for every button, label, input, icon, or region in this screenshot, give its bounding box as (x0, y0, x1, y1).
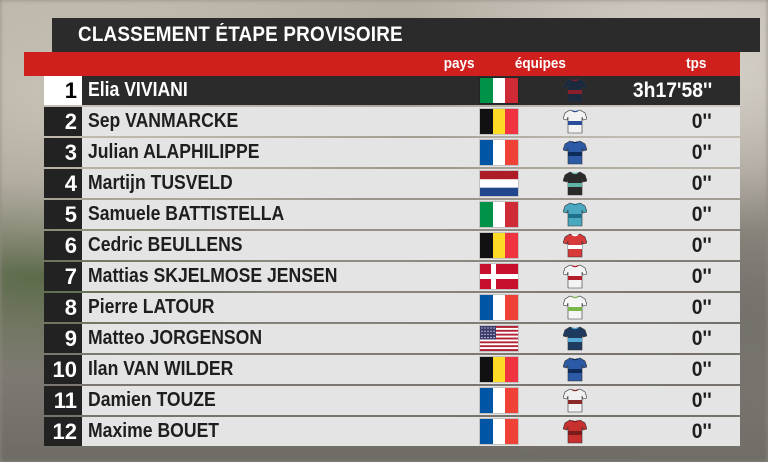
standings-row: 4 Martijn TUSVELD 0'' (44, 169, 740, 198)
standings-row: 1 Elia VIVIANI 3h17'58'' (44, 76, 740, 105)
rank-number: 7 (44, 262, 82, 291)
rider-time: 0'' (692, 326, 712, 350)
rank-number: 1 (44, 76, 82, 105)
rank-number: 11 (44, 386, 82, 415)
rider-cell: Pierre LATOUR 0'' (82, 293, 740, 322)
standings-row: 7 Mattias SKJELMOSE JENSEN 0'' (44, 262, 740, 291)
standings-row: 9 Matteo JORGENSON 0'' (44, 324, 740, 353)
rider-time: 0'' (692, 171, 712, 195)
rider-time: 0'' (692, 419, 712, 443)
rider-cell: Samuele BATTISTELLA 0'' (82, 200, 740, 229)
rider-cell: Damien TOUZE 0'' (82, 386, 740, 415)
rider-name: Pierre LATOUR (88, 296, 215, 318)
italy-flag-icon (480, 78, 518, 103)
lotto-jersey-icon (562, 233, 588, 258)
column-header-equipes: équipes (514, 55, 566, 72)
movistar-jersey-icon (562, 326, 588, 351)
rider-name: Cedric BEULLENS (88, 234, 243, 256)
rider-cell: Ilan VAN WILDER 0'' (82, 355, 740, 384)
arkea-jersey-icon (562, 419, 588, 444)
column-header-bar: pays équipes tps (24, 52, 740, 76)
rank-number: 2 (44, 107, 82, 136)
ag2r-jersey-icon (562, 388, 588, 413)
rider-name: Sep VANMARCKE (88, 110, 239, 132)
rider-name: Ilan VAN WILDER (88, 358, 234, 380)
column-header-tps: tps (686, 55, 707, 72)
rider-name: Maxime BOUET (88, 420, 220, 442)
rider-name: Damien TOUZE (88, 389, 216, 411)
rider-cell: Julian ALAPHILIPPE 0'' (82, 138, 740, 167)
title-bar: CLASSEMENT ÉTAPE PROVISOIRE (52, 18, 760, 52)
column-header-pays: pays (443, 55, 475, 72)
rider-name: Elia VIVIANI (88, 79, 188, 101)
belgium-flag-icon (480, 357, 518, 382)
denmark-flag-icon (480, 264, 518, 289)
rider-name: Samuele BATTISTELLA (88, 203, 285, 225)
rank-number: 12 (44, 417, 82, 446)
page-title: CLASSEMENT ÉTAPE PROVISOIRE (78, 23, 403, 46)
rank-number: 4 (44, 169, 82, 198)
quickstep-jersey-icon (562, 140, 588, 165)
rank-number: 5 (44, 200, 82, 229)
rider-time: 0'' (692, 233, 712, 257)
belgium-flag-icon (480, 109, 518, 134)
rider-time: 0'' (692, 264, 712, 288)
standings-row: 8 Pierre LATOUR 0'' (44, 293, 740, 322)
rider-time: 0'' (692, 357, 712, 381)
rider-time: 0'' (692, 295, 712, 319)
rank-number: 6 (44, 231, 82, 260)
israel-jersey-icon (562, 109, 588, 134)
standings-row: 5 Samuele BATTISTELLA 0'' (44, 200, 740, 229)
france-flag-icon (480, 295, 518, 320)
rider-cell: Matteo JORGENSON 0'' (82, 324, 740, 353)
dsm-jersey-icon (562, 171, 588, 196)
usa-flag-icon (480, 326, 518, 351)
standings-row: 11 Damien TOUZE 0'' (44, 386, 740, 415)
rider-cell: Elia VIVIANI 3h17'58'' (82, 76, 740, 105)
france-flag-icon (480, 140, 518, 165)
standings-row: 3 Julian ALAPHILIPPE 0'' (44, 138, 740, 167)
rider-cell: Sep VANMARCKE 0'' (82, 107, 740, 136)
rank-number: 9 (44, 324, 82, 353)
rider-cell: Cedric BEULLENS 0'' (82, 231, 740, 260)
rider-name: Mattias SKJELMOSE JENSEN (88, 265, 338, 287)
astana-jersey-icon (562, 202, 588, 227)
standings-row: 6 Cedric BEULLENS 0'' (44, 231, 740, 260)
france-flag-icon (480, 388, 518, 413)
standings-row: 2 Sep VANMARCKE 0'' (44, 107, 740, 136)
standings-row: 10 Ilan VAN WILDER 0'' (44, 355, 740, 384)
netherlands-flag-icon (480, 171, 518, 196)
rank-number: 8 (44, 293, 82, 322)
rank-number: 3 (44, 138, 82, 167)
trek-jersey-icon (562, 264, 588, 289)
rider-name: Matteo JORGENSON (88, 327, 263, 349)
rank-number: 10 (44, 355, 82, 384)
rider-time: 0'' (692, 388, 712, 412)
quickstep-jersey-icon (562, 357, 588, 382)
standings-table: 1 Elia VIVIANI 3h17'58'' 2 Sep VANMARCKE… (44, 76, 740, 448)
rider-cell: Mattias SKJELMOSE JENSEN 0'' (82, 262, 740, 291)
rider-name: Julian ALAPHILIPPE (88, 141, 260, 163)
rider-time: 3h17'58'' (632, 78, 712, 102)
rider-time: 0'' (692, 109, 712, 133)
rider-cell: Martijn TUSVELD 0'' (82, 169, 740, 198)
standings-row: 12 Maxime BOUET 0'' (44, 417, 740, 446)
ineos-jersey-icon (562, 78, 588, 103)
france-flag-icon (480, 419, 518, 444)
rider-time: 0'' (692, 202, 712, 226)
rider-time: 0'' (692, 140, 712, 164)
totalenergies-jersey-icon (562, 295, 588, 320)
rider-name: Martijn TUSVELD (88, 172, 233, 194)
italy-flag-icon (480, 202, 518, 227)
belgium-flag-icon (480, 233, 518, 258)
rider-cell: Maxime BOUET 0'' (82, 417, 740, 446)
